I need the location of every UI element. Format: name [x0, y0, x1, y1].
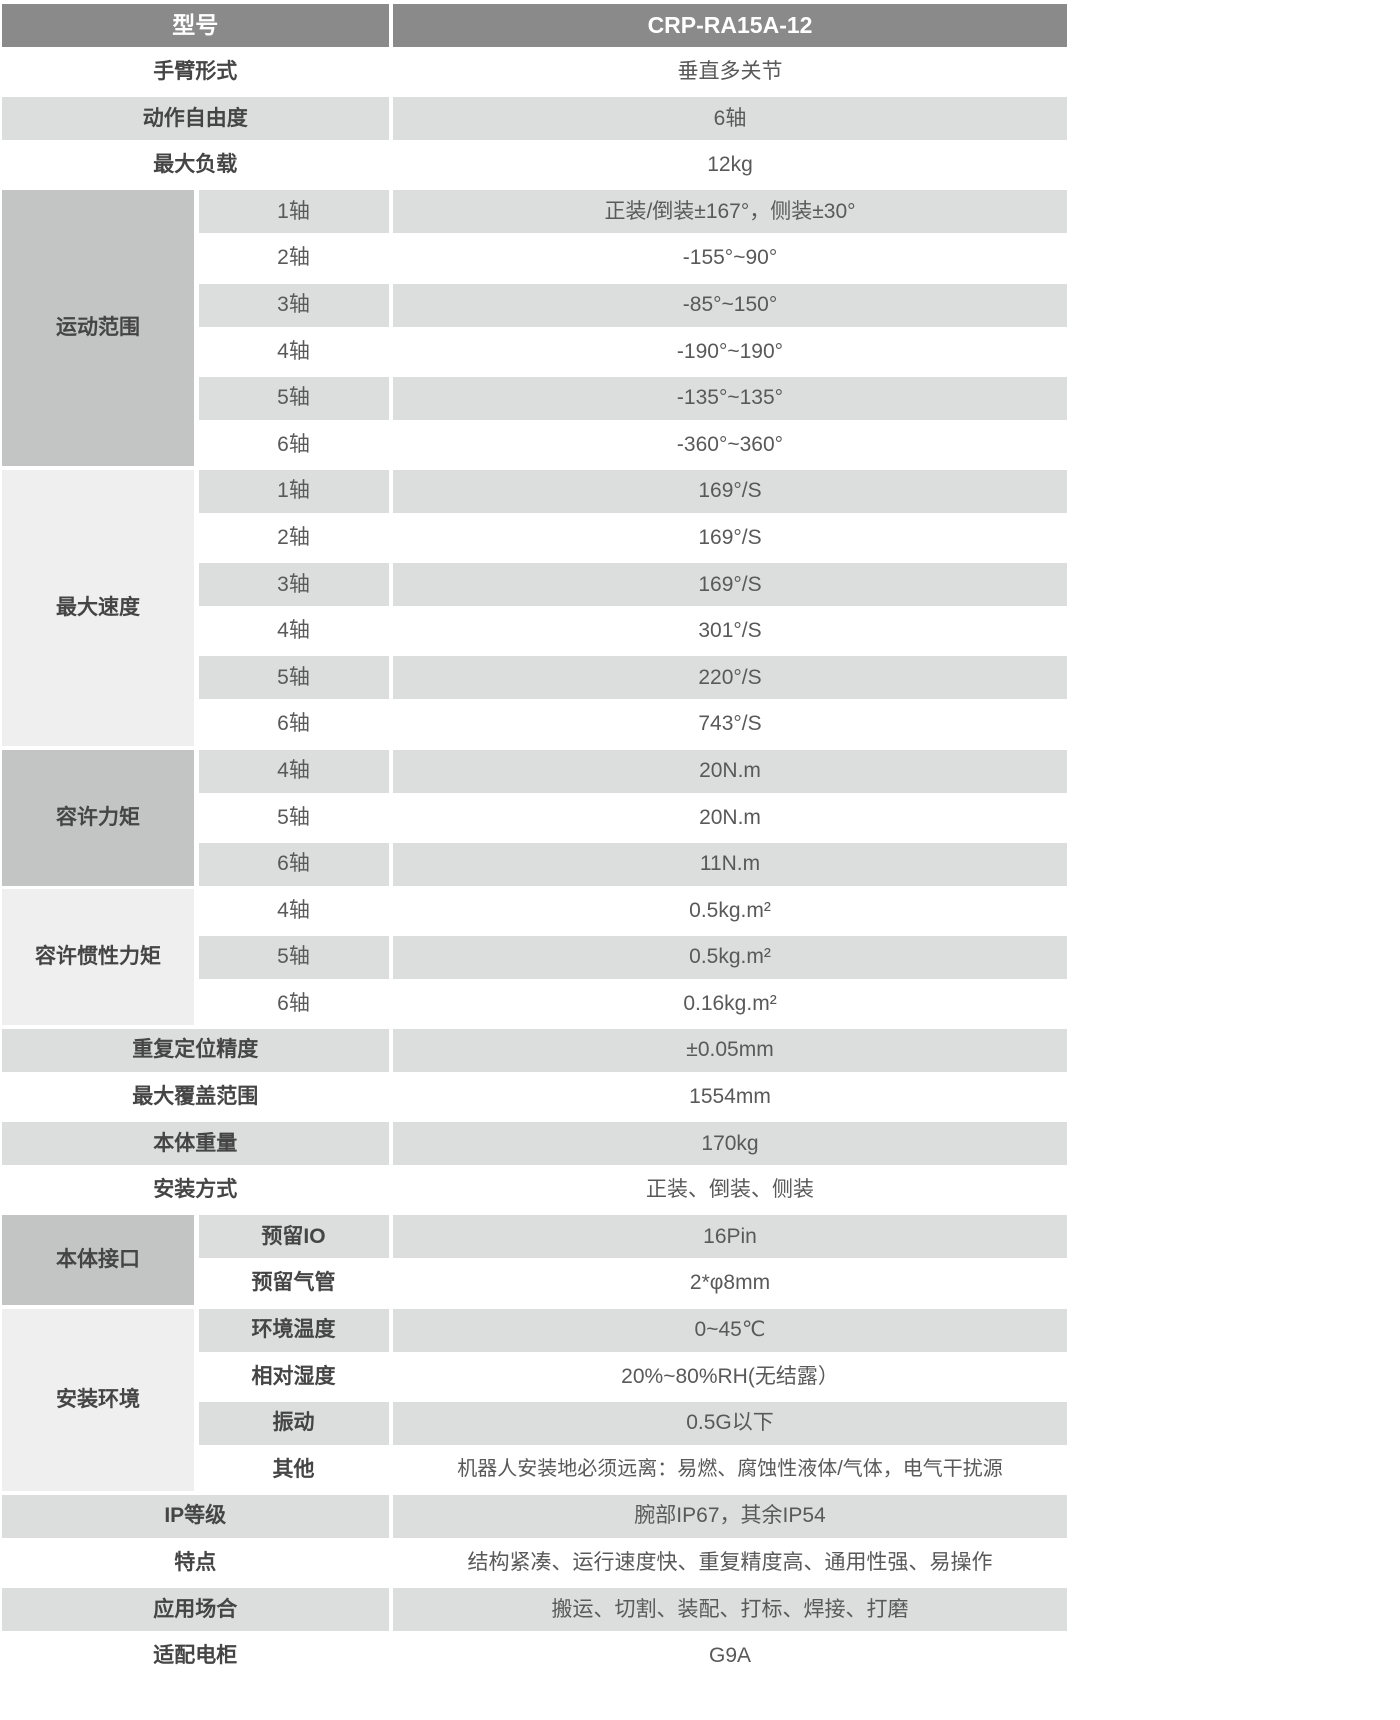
inertia-axis-5: 5轴 [198, 935, 389, 979]
motion-range-value-1: 正装/倒装±167°，侧装±30° [393, 190, 1067, 234]
torque-axis-5: 5轴 [277, 805, 310, 829]
max-speed-value-6: 743°/S [698, 712, 762, 736]
torque-value-5: 20N.m [699, 805, 761, 829]
row-mounting-value: 正装、倒装、侧装 [646, 1178, 814, 1202]
inertia-value-4: 0.5kg.m² [689, 898, 771, 922]
row-max-reach-value: 1554mm [689, 1085, 771, 1109]
row-body-weight-label: 本体重量 [2, 1122, 389, 1166]
row-cabinet-value: G9A [708, 1644, 752, 1668]
environment-value-temperature: 0~45℃ [393, 1308, 1067, 1352]
max-speed-axis-5: 5轴 [198, 656, 389, 700]
environment-sub-other: 其他 [272, 1457, 315, 1481]
max-speed-axis-4: 4轴 [277, 619, 310, 643]
row-arm-form-label: 手臂形式 [153, 60, 238, 84]
group-inertia-label: 容许惯性力矩 [2, 889, 194, 1026]
row-body-weight-value: 170kg [393, 1122, 1067, 1166]
environment-sub-humidity: 相对湿度 [251, 1364, 336, 1388]
motion-range-axis-1: 1轴 [198, 190, 389, 234]
inertia-value-5: 0.5kg.m² [393, 935, 1067, 979]
motion-range-axis-5: 5轴 [198, 376, 389, 420]
row-applications-label: 应用场合 [2, 1588, 389, 1632]
row-ip-rating-label: IP等级 [2, 1495, 389, 1538]
inertia-value-6: 0.16kg.m² [683, 991, 777, 1015]
interface-value-air: 2*φ8mm [689, 1271, 771, 1295]
row-max-payload-label: 最大负载 [153, 153, 238, 177]
environment-value-humidity: 20%~80%RH(无结露） [621, 1364, 839, 1388]
row-repeatability-value: ±0.05mm [393, 1029, 1067, 1073]
motion-range-value-5: -135°~135° [393, 376, 1067, 420]
spec-table: 型号 CRP-RA15A-12 手臂形式 垂直多关节 动作自由度 6轴 最大负载… [2, 4, 1067, 1678]
environment-value-vibration: 0.5G以下 [393, 1401, 1067, 1445]
max-speed-axis-6: 6轴 [277, 712, 310, 736]
row-features-label: 特点 [174, 1551, 217, 1575]
row-mounting-label: 安装方式 [153, 1178, 238, 1202]
row-repeatability-label: 重复定位精度 [2, 1029, 389, 1073]
motion-range-axis-2: 2轴 [277, 246, 310, 270]
motion-range-value-2: -155°~90° [682, 246, 778, 270]
torque-axis-4: 4轴 [198, 749, 389, 793]
row-dof-label: 动作自由度 [2, 97, 389, 141]
row-cabinet-label: 适配电柜 [153, 1644, 238, 1668]
torque-axis-6: 6轴 [198, 842, 389, 886]
max-speed-value-4: 301°/S [698, 619, 762, 643]
environment-value-other: 机器人安装地必须远离：易燃、腐蚀性液体/气体，电气干扰源 [457, 1458, 1003, 1481]
group-interface-label: 本体接口 [2, 1215, 194, 1306]
interface-sub-io: 预留IO [198, 1215, 389, 1259]
motion-range-value-3: -85°~150° [393, 283, 1067, 327]
interface-value-io: 16Pin [393, 1215, 1067, 1259]
header-model-label: 型号 [2, 4, 389, 47]
row-dof-value: 6轴 [393, 97, 1067, 141]
max-speed-value-3: 169°/S [393, 563, 1067, 607]
environment-sub-temperature: 环境温度 [198, 1308, 389, 1352]
inertia-axis-4: 4轴 [277, 898, 310, 922]
row-features-value: 结构紧凑、运行速度快、重复精度高、通用性强、易操作 [467, 1551, 993, 1575]
motion-range-axis-6: 6轴 [277, 432, 310, 456]
row-max-payload-value: 12kg [707, 153, 753, 177]
row-ip-rating-value: 腕部IP67，其余IP54 [393, 1495, 1067, 1538]
max-speed-axis-2: 2轴 [277, 525, 310, 549]
group-motion-range-label: 运动范围 [2, 190, 194, 467]
motion-range-value-6: -360°~360° [676, 432, 784, 456]
row-arm-form-value: 垂直多关节 [677, 60, 783, 84]
row-max-reach-label: 最大覆盖范围 [132, 1085, 259, 1109]
max-speed-value-2: 169°/S [698, 525, 762, 549]
header-model-value: CRP-RA15A-12 [393, 4, 1067, 47]
inertia-axis-6: 6轴 [277, 991, 310, 1015]
max-speed-value-5: 220°/S [393, 656, 1067, 700]
environment-sub-vibration: 振动 [198, 1401, 389, 1445]
row-applications-value: 搬运、切割、装配、打标、焊接、打磨 [393, 1588, 1067, 1632]
group-max-speed-label: 最大速度 [2, 469, 194, 746]
max-speed-axis-1: 1轴 [198, 469, 389, 513]
max-speed-value-1: 169°/S [393, 469, 1067, 513]
motion-range-value-4: -190°~190° [676, 339, 784, 363]
torque-value-4: 20N.m [393, 749, 1067, 793]
max-speed-axis-3: 3轴 [198, 563, 389, 607]
interface-sub-air: 预留气管 [251, 1271, 336, 1295]
group-torque-label: 容许力矩 [2, 749, 194, 886]
motion-range-axis-3: 3轴 [198, 283, 389, 327]
group-environment-label: 安装环境 [2, 1308, 194, 1492]
torque-value-6: 11N.m [393, 842, 1067, 886]
motion-range-axis-4: 4轴 [277, 339, 310, 363]
